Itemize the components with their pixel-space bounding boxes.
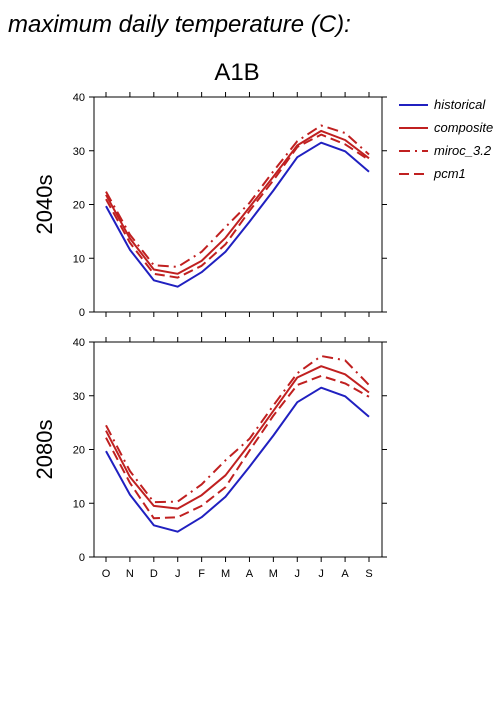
- chart-panels: 0 10 20 30 40 2040s 0 10 20 30 40 O N D J F M A M J J A S 2080s: [32, 92, 387, 580]
- x-tick-label: M: [221, 568, 230, 580]
- scenario-title: A1B: [214, 59, 259, 86]
- x-tick-label: N: [126, 568, 134, 580]
- y-tick-label: 40: [73, 337, 85, 349]
- series-line-historical: [105, 141, 370, 288]
- legend-label: miroc_3.2: [434, 143, 492, 158]
- legend-label: historical: [434, 97, 486, 112]
- x-tick-label: S: [365, 568, 372, 580]
- y-tick-label: 10: [73, 498, 85, 510]
- x-tick-label: A: [246, 568, 254, 580]
- x-tick-label: O: [102, 568, 111, 580]
- y-axis-label: 2080s: [32, 420, 57, 480]
- y-tick-label: 10: [73, 253, 85, 265]
- legend-label: composite: [434, 120, 493, 135]
- y-tick-label: 0: [79, 307, 85, 319]
- y-tick-label: 0: [79, 552, 85, 564]
- series-line-pcm1: [105, 374, 370, 520]
- y-tick-label: 30: [73, 146, 85, 158]
- x-tick-label: J: [318, 568, 324, 580]
- series-line-historical: [105, 386, 370, 533]
- panel-2080s: 0 10 20 30 40 O N D J F M A M J J A S 2080s: [32, 337, 387, 580]
- y-tick-label: 30: [73, 391, 85, 403]
- x-tick-label: J: [175, 568, 181, 580]
- legend-label: pcm1: [433, 166, 466, 181]
- series-line-composite: [105, 129, 370, 275]
- panel-2040s: 0 10 20 30 40 2040s: [32, 92, 387, 319]
- y-tick-label: 20: [73, 445, 85, 457]
- x-tick-label: F: [198, 568, 205, 580]
- x-tick-label: J: [295, 568, 301, 580]
- x-tick-label: D: [150, 568, 158, 580]
- chart-legend: historical composite miroc_3.2 pcm1: [399, 97, 493, 181]
- y-axis-label: 2040s: [32, 175, 57, 235]
- x-tick-label: A: [341, 568, 349, 580]
- series-line-miroc-3-2: [105, 355, 370, 504]
- page-title: maximum daily temperature (C):: [8, 11, 351, 38]
- x-tick-label: M: [269, 568, 278, 580]
- series-line-pcm1: [105, 133, 370, 279]
- series-line-miroc-3-2: [105, 124, 370, 268]
- y-tick-label: 20: [73, 200, 85, 212]
- plot-frame: [93, 96, 383, 313]
- y-tick-label: 40: [73, 92, 85, 104]
- series-line-composite: [105, 365, 370, 510]
